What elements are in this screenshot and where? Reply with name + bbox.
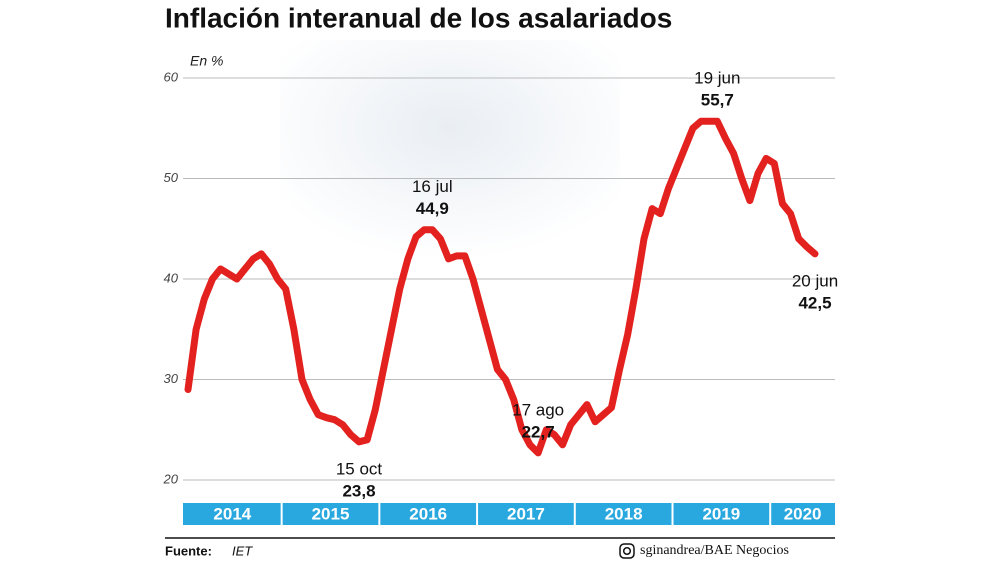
point-label: 20 jun [792,271,838,290]
value-label: 22,7 [522,422,555,441]
point-label: 19 jun [694,69,740,88]
value-label: 23,8 [342,481,375,500]
value-label: 55,7 [701,91,734,110]
year-band [477,503,575,525]
y-tick-label: 40 [164,270,179,285]
credit: sginandrea/BAE Negocios [640,543,789,558]
x-tick-label: 2015 [312,504,350,523]
source: IET [232,543,253,558]
y-tick-label: 30 [164,371,179,386]
x-tick-label: 2018 [605,504,643,523]
x-tick-label: 2019 [702,504,740,523]
point-label: 16 jul [412,177,453,196]
source-label: Fuente: [165,543,212,558]
instagram-icon [619,543,635,559]
x-tick-label: 2014 [213,504,251,523]
y-tick-label: 20 [163,471,179,486]
point-label: 17 ago [512,400,564,419]
year-band [770,503,835,525]
value-label: 44,9 [416,199,449,218]
year-band [574,503,673,525]
x-tick-label: 2020 [784,504,822,523]
year-band [281,503,380,525]
x-tick-label: 2017 [507,504,545,523]
y-tick-label: 60 [164,69,179,84]
chart-title: Inflación interanual de los asalariados [165,2,672,33]
year-band [183,503,282,525]
value-label: 42,5 [798,293,831,312]
year-band [379,503,478,525]
y-tick-label: 50 [164,170,179,185]
year-band [672,503,771,525]
series-line [184,117,819,457]
x-tick-label: 2016 [409,504,447,523]
background-photo [280,40,620,260]
point-label: 15 oct [336,459,383,478]
unit-label: En % [190,53,223,69]
